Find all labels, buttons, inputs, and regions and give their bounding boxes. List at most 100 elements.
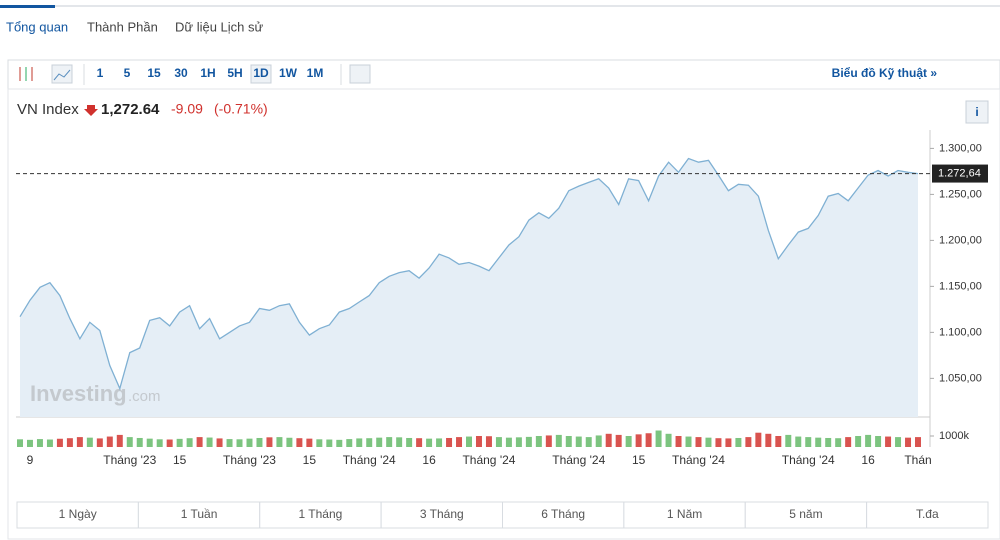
volume-bar [755, 432, 762, 447]
volume-bar [376, 437, 383, 447]
interval-button[interactable]: 30 [174, 66, 188, 80]
interval-button[interactable]: 1H [200, 66, 215, 80]
volume-bar [865, 434, 872, 447]
range-button[interactable] [259, 501, 382, 529]
price: 1,272.64 [101, 101, 160, 118]
interval-button[interactable]: 1D [253, 66, 269, 80]
volume-bar [605, 433, 612, 447]
info-icon: i [975, 105, 978, 119]
volume-bar [595, 435, 602, 447]
volume-bar [56, 438, 63, 447]
volume-bar [855, 436, 862, 447]
volume-bar [256, 437, 263, 447]
volume-bar [66, 438, 73, 447]
x-tick-label: Tháng '24 [552, 453, 605, 467]
range-label: 1 Năm [667, 507, 702, 521]
volume-bar [406, 437, 413, 447]
interval-button[interactable]: 15 [147, 66, 161, 80]
volume-bar [396, 437, 403, 447]
info-button[interactable] [965, 100, 989, 124]
y-tick-label: 1.050,00 [939, 372, 982, 384]
tab[interactable]: Tổng quan [6, 19, 68, 34]
range-button[interactable] [866, 501, 989, 529]
volume-bar [17, 439, 23, 447]
volume-bar [226, 439, 233, 447]
x-tick-label: Tháng '24 [462, 453, 515, 467]
x-tick-label: 15 [173, 453, 187, 467]
volume-bar [675, 436, 682, 447]
change: -9.09 [171, 101, 203, 117]
volume-bar [426, 438, 433, 447]
range-label: 6 Tháng [541, 507, 585, 521]
volume-bar [585, 437, 592, 447]
volume-bar [845, 437, 852, 447]
price-line [19, 157, 919, 391]
volume-bar [276, 437, 283, 447]
x-tick-label: 15 [632, 453, 646, 467]
interval-button[interactable]: 1M [307, 66, 324, 80]
price-area [20, 158, 918, 417]
volume-bar [96, 438, 103, 447]
x-tick-label: Thán [904, 453, 931, 467]
tab[interactable]: Thành Phần [87, 19, 158, 34]
volume-bar [805, 437, 812, 447]
volume-bar [466, 436, 472, 447]
index-name: VN Index [17, 101, 79, 118]
volume-bar [86, 437, 93, 447]
interval-button[interactable]: 5H [227, 66, 242, 80]
volume-bar [645, 433, 652, 447]
volume-bar [346, 439, 353, 447]
x-tick-label: 16 [422, 453, 436, 467]
interval-button[interactable]: 1W [279, 66, 298, 80]
range-button[interactable] [137, 501, 261, 529]
volume-bar [615, 434, 622, 447]
area-icon[interactable] [51, 64, 73, 84]
volume-bar [106, 436, 113, 447]
interval-button[interactable]: 1 [97, 66, 104, 80]
x-tick-label: Tháng '23 [103, 453, 156, 467]
range-button[interactable] [744, 501, 868, 529]
volume-bar [915, 437, 921, 447]
settings-icon[interactable] [349, 64, 371, 84]
range-label: 5 năm [789, 507, 822, 521]
volume-bar [316, 439, 323, 447]
y-tick-label: 1.300,00 [939, 142, 982, 154]
y-tick-label: 1.100,00 [939, 326, 982, 338]
tab[interactable]: Dữ liệu Lịch sử [175, 19, 264, 34]
volume-bar [306, 438, 313, 447]
range-button[interactable] [502, 501, 625, 529]
volume-bar [366, 438, 373, 447]
volume-bar [236, 439, 243, 447]
x-tick-label: Tháng '23 [223, 453, 276, 467]
volume-bar [525, 436, 532, 447]
candle-icon [19, 67, 33, 81]
volume-bar [386, 437, 393, 447]
x-tick-label: Tháng '24 [782, 453, 835, 467]
volume-bar [725, 438, 732, 447]
range-label: 1 Tuần [181, 507, 218, 521]
volume-bar [146, 438, 153, 447]
volume-bar [555, 434, 562, 447]
volume-bar [575, 436, 582, 447]
range-label: 3 Tháng [420, 507, 464, 521]
last-price-box [932, 164, 988, 183]
volume-bar [885, 436, 892, 447]
volume-bar [685, 436, 692, 447]
x-tick-label: Tháng '24 [343, 453, 396, 467]
volume-bar [116, 434, 123, 447]
toolbar [7, 59, 1000, 90]
volume-bar [695, 437, 702, 447]
volume-bar [286, 437, 293, 447]
range-button[interactable] [623, 501, 746, 529]
volume-bar [635, 434, 642, 447]
technical-link[interactable]: Biểu đồ Kỹ thuật » [832, 66, 938, 80]
change-pct: (-0.71%) [214, 101, 268, 117]
y-tick-label: 1.200,00 [939, 234, 982, 246]
volume-bar [765, 433, 772, 447]
volume-bar [715, 438, 722, 447]
range-button[interactable] [380, 501, 503, 529]
volume-bar [436, 438, 443, 447]
y-tick-label: 1.250,00 [939, 188, 982, 200]
interval-button[interactable]: 5 [124, 66, 131, 80]
